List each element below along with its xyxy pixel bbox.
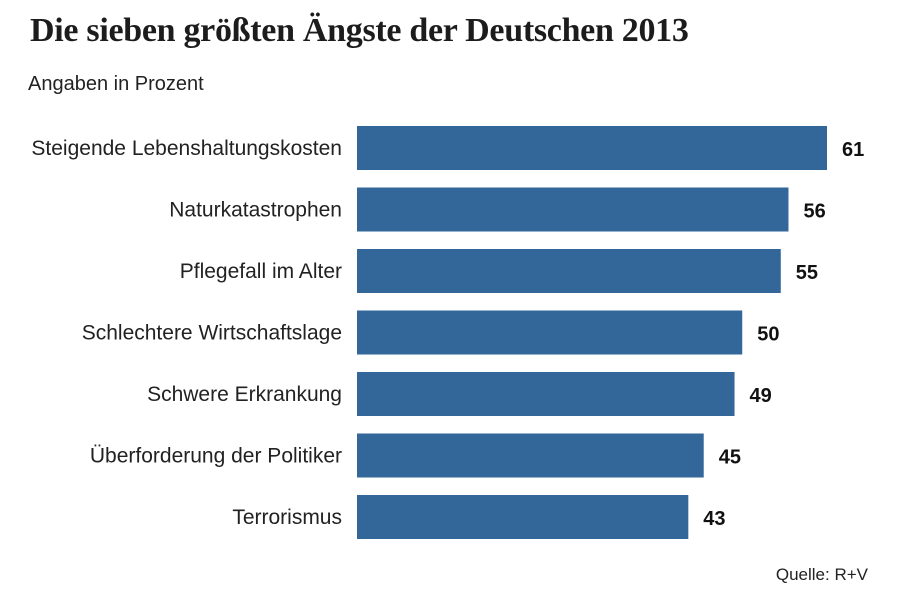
category-label: Terrorismus	[232, 506, 342, 529]
bar	[357, 433, 704, 478]
chart-title: Die sieben größten Ängste der Deutschen …	[30, 12, 689, 49]
bar	[357, 249, 781, 293]
bar	[357, 372, 735, 416]
bar	[357, 495, 689, 539]
category-label: Steigende Lebenshaltungskosten	[31, 137, 342, 160]
value-label: 61	[842, 139, 864, 161]
category-label: Überforderung der Politiker	[90, 445, 342, 468]
category-label: Schwere Erkrankung	[147, 383, 342, 406]
chart-subtitle: Angaben in Prozent	[28, 73, 204, 95]
bar	[357, 187, 789, 232]
value-label: 50	[757, 324, 779, 346]
value-label: 55	[796, 262, 818, 284]
bar	[357, 310, 743, 355]
category-label: Schlechtere Wirtschaftslage	[82, 322, 342, 345]
value-label: 49	[750, 385, 772, 407]
source-note: Quelle: R+V	[775, 565, 868, 584]
category-label: Naturkatastrophen	[169, 199, 342, 222]
value-label: 56	[803, 201, 825, 223]
value-label: 43	[703, 508, 725, 530]
bar	[357, 126, 827, 170]
category-label: Pflegefall im Alter	[180, 260, 342, 283]
value-label: 45	[719, 447, 741, 469]
